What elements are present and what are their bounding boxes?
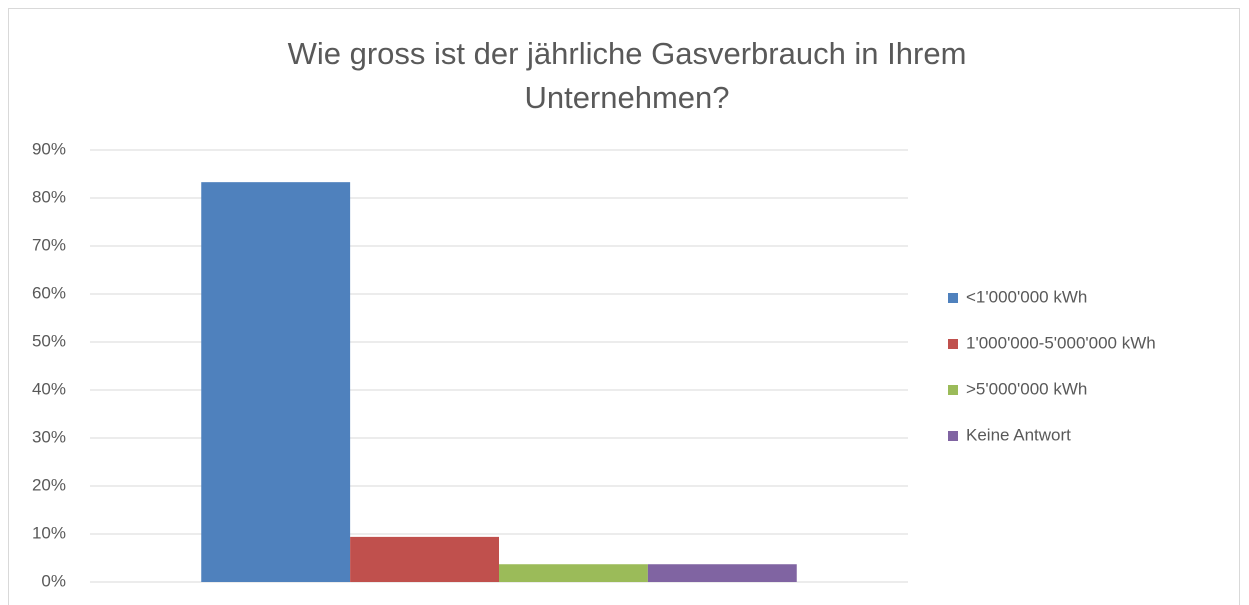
y-tick-label: 20%: [32, 475, 66, 494]
y-tick-label: 60%: [32, 283, 66, 302]
legend-swatch: [948, 293, 958, 303]
y-tick-label: 70%: [32, 235, 66, 254]
legend-swatch: [948, 385, 958, 395]
chart-title: Wie gross ist der jährliche Gasverbrauch…: [287, 36, 967, 115]
legend-swatch: [948, 339, 958, 349]
y-tick-label: 80%: [32, 187, 66, 206]
y-tick-label: 10%: [32, 523, 66, 542]
legend-label: <1'000'000 kWh: [966, 287, 1087, 306]
bar: [350, 536, 499, 582]
y-tick-label: 30%: [32, 427, 66, 446]
bar: [201, 182, 351, 582]
legend-label: >5'000'000 kWh: [966, 379, 1087, 398]
bar: [647, 564, 797, 582]
y-tick-label: 50%: [32, 331, 66, 350]
y-tick-label: 0%: [41, 571, 66, 590]
legend-label: 1'000'000-5'000'000 kWh: [966, 333, 1156, 352]
legend-label: Keine Antwort: [966, 425, 1071, 444]
bar: [499, 564, 648, 582]
y-tick-label: 40%: [32, 379, 66, 398]
y-tick-label: 90%: [32, 139, 66, 158]
chart-border: [8, 8, 1240, 605]
legend-swatch: [948, 431, 958, 441]
